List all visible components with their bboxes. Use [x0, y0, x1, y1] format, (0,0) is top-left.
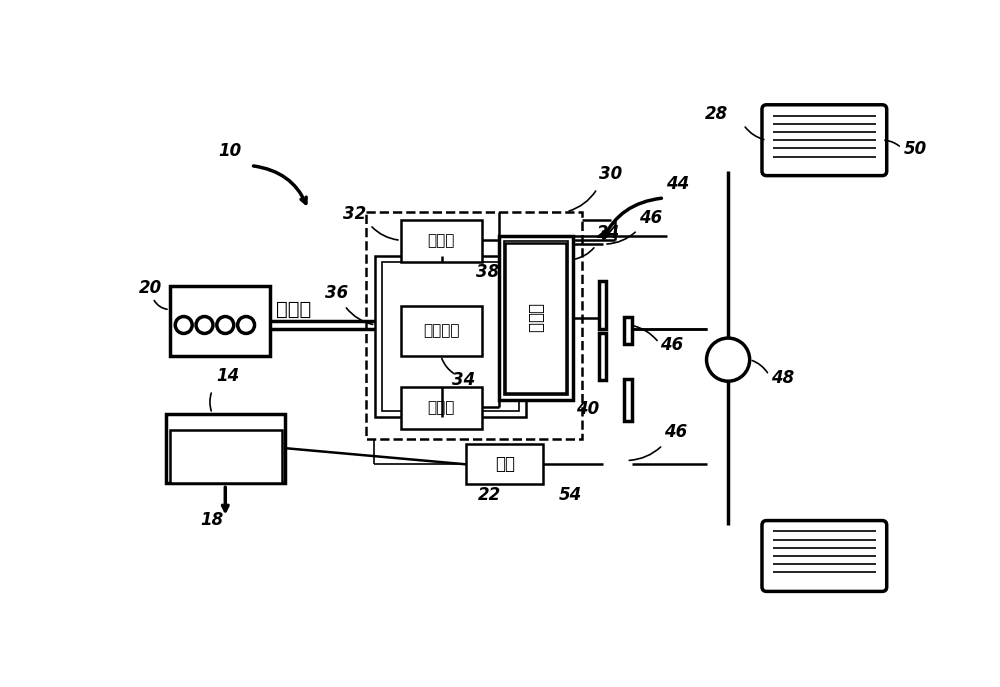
- Text: 22: 22: [478, 486, 501, 504]
- Text: 环齿轮: 环齿轮: [428, 233, 455, 248]
- Text: 中心齿轮: 中心齿轮: [423, 324, 460, 338]
- FancyBboxPatch shape: [762, 105, 887, 176]
- FancyBboxPatch shape: [762, 521, 887, 592]
- Bar: [499, 236, 573, 400]
- Text: 14: 14: [216, 367, 239, 385]
- Bar: [170, 431, 282, 483]
- Text: 发动机: 发动机: [276, 300, 311, 319]
- Bar: [466, 444, 543, 484]
- Bar: [375, 256, 526, 418]
- Text: 40: 40: [576, 400, 600, 418]
- Text: 30: 30: [599, 166, 622, 183]
- Text: 46: 46: [660, 337, 684, 354]
- Text: 50: 50: [904, 140, 927, 158]
- Bar: [401, 387, 482, 429]
- Bar: [624, 317, 632, 344]
- Bar: [504, 241, 568, 395]
- Bar: [599, 281, 606, 329]
- Text: 46: 46: [639, 209, 662, 227]
- Text: 28: 28: [705, 104, 728, 123]
- Bar: [401, 220, 482, 262]
- Text: 发电机: 发电机: [527, 303, 545, 333]
- Text: 36: 36: [325, 284, 349, 302]
- Bar: [505, 243, 566, 393]
- Bar: [170, 286, 270, 356]
- Text: 54: 54: [559, 486, 582, 504]
- Bar: [599, 333, 606, 381]
- Text: 34: 34: [452, 371, 476, 389]
- Text: 20: 20: [139, 279, 162, 297]
- Text: 32: 32: [343, 205, 366, 223]
- Text: 38: 38: [476, 263, 499, 281]
- Text: 48: 48: [771, 369, 794, 387]
- Text: 10: 10: [218, 142, 242, 159]
- Text: 44: 44: [666, 174, 689, 192]
- Text: 24: 24: [597, 224, 620, 242]
- Text: 马达: 马达: [495, 455, 515, 473]
- Bar: [382, 262, 519, 412]
- Text: 46: 46: [664, 423, 687, 442]
- Text: 18: 18: [201, 511, 224, 529]
- Bar: [624, 379, 632, 421]
- Bar: [366, 212, 582, 439]
- Bar: [401, 306, 482, 356]
- Bar: [166, 414, 285, 483]
- Text: 环齿轮: 环齿轮: [428, 401, 455, 415]
